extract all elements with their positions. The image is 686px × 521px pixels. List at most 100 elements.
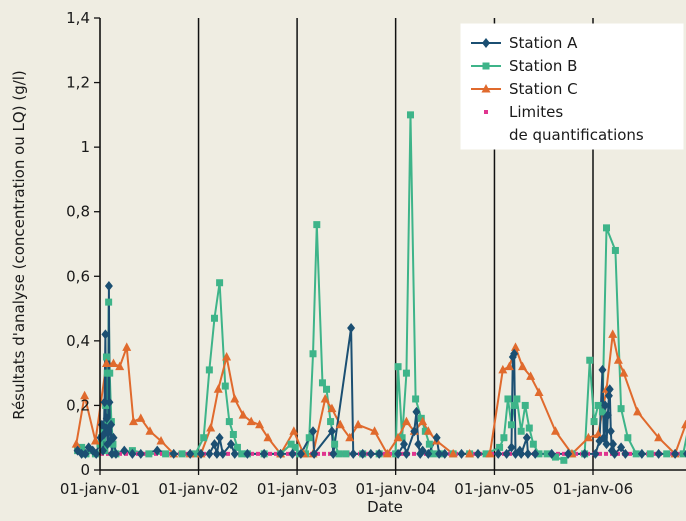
series-station-c-point — [418, 416, 428, 426]
series-station-c-point — [345, 432, 355, 442]
series-limites-point — [286, 451, 290, 456]
series-limites-point — [388, 451, 392, 456]
series-station-a-point — [402, 448, 411, 459]
series-station-b-point — [425, 440, 433, 448]
tick-labels: 01-janv-01 01-janv-02 01-janv-03 01-janv-04… — [60, 9, 633, 498]
x-tick-label: 01-janv-03 — [257, 480, 337, 498]
series-station-a-point — [347, 322, 356, 333]
series-station-a-point — [414, 439, 423, 450]
series-station-c-point — [213, 384, 223, 393]
series-station-b-point — [513, 395, 521, 403]
series-station-b-point — [482, 450, 490, 458]
series-station-c-point — [206, 423, 216, 432]
series-station-c-point — [498, 364, 508, 374]
x-tick-label: 01-janv-06 — [553, 480, 633, 498]
series-limites-point — [124, 451, 128, 456]
series-station-a-point — [682, 450, 686, 458]
series-station-a-point — [547, 448, 556, 459]
series-station-c-point — [448, 448, 458, 458]
series-station-a-point — [604, 390, 613, 401]
series-station-b-point — [551, 453, 559, 461]
legend-entry-limites-marker — [484, 110, 488, 114]
series-station-b-point — [162, 450, 170, 458]
series-station-b-point — [225, 418, 233, 426]
series-station-a-point — [502, 448, 511, 459]
series-station-a-point — [375, 448, 384, 459]
series-station-a-point — [432, 432, 441, 443]
series-station-c-point — [255, 419, 265, 429]
series-station-a-point — [602, 439, 611, 450]
series-limites-point — [250, 451, 254, 456]
series-station-c-point — [156, 435, 166, 445]
legend-entry-limites-label: Limites de quantifications — [509, 103, 644, 144]
series-station-a-point — [230, 448, 239, 459]
series-station-a-point — [591, 448, 600, 459]
series-station-c-point — [518, 361, 528, 371]
series-station-b-point — [586, 356, 594, 364]
series-station-c-point — [128, 416, 138, 426]
series-station-b-point — [323, 385, 331, 393]
series-station-a-point — [598, 364, 607, 375]
series-station-a-point — [92, 448, 101, 459]
series-station-c-point — [320, 393, 330, 403]
series-station-b-point — [679, 450, 686, 458]
series-station-b-point — [624, 434, 632, 442]
series-station-b-point — [560, 456, 568, 464]
series-markers — [71, 111, 686, 464]
series-station-c-point — [90, 435, 100, 445]
series-station-b-point — [412, 395, 420, 403]
series-station-b-point — [617, 405, 625, 413]
y-tick-label: 0,6 — [66, 267, 90, 285]
series-station-a-point — [424, 448, 433, 459]
series-station-b-point — [517, 427, 525, 435]
series-station-a-point — [104, 280, 113, 291]
series-station-c-point — [393, 432, 403, 442]
series-station-a-point — [621, 448, 630, 459]
series-station-a-point — [601, 400, 610, 411]
series-station-c-point — [633, 406, 643, 416]
series-station-a-point — [212, 448, 221, 459]
series-station-c-point — [423, 426, 433, 435]
series-station-a-point — [81, 448, 90, 459]
series-station-c-point — [526, 371, 536, 380]
series-station-a-point — [310, 448, 319, 459]
series-station-b-point — [305, 434, 313, 442]
series-station-b-point — [529, 440, 537, 448]
series-station-a-point — [522, 432, 531, 443]
series-station-a-point — [523, 448, 532, 459]
y-tick-label: 1,2 — [66, 74, 90, 92]
series-station-a-point — [435, 448, 444, 459]
series-station-a-point — [153, 445, 162, 456]
series-station-c-point — [246, 416, 256, 426]
series-station-a-point — [128, 448, 137, 459]
series-station-c-point — [681, 419, 686, 429]
series-station-a-point — [98, 445, 107, 456]
series-station-c-point — [80, 390, 90, 400]
series-station-b-point — [335, 450, 343, 458]
series-limites-point — [184, 451, 188, 456]
series-station-a-point — [564, 448, 573, 459]
series-station-a-point — [517, 448, 526, 459]
series-station-a-point — [205, 448, 214, 459]
series-station-b-point — [221, 382, 229, 390]
x-tick-label: 01-janv-01 — [60, 480, 140, 498]
series-station-b-point — [594, 401, 602, 409]
series-station-c-point — [353, 419, 363, 429]
series-station-c-point — [101, 358, 111, 367]
series-limites-point — [562, 451, 566, 456]
axes — [94, 17, 686, 475]
series-station-a-point — [510, 348, 519, 359]
legend-entry-station-a-marker — [482, 38, 490, 48]
series-station-a-point — [102, 413, 111, 424]
legend-entry-station-b-marker — [482, 62, 490, 70]
series-station-c-point — [465, 448, 475, 458]
legend: Station A Station B Station C Limites de qua… — [460, 23, 684, 150]
series-station-c-point — [222, 352, 232, 361]
series-station-a-point — [606, 426, 615, 437]
series-station-b-point — [590, 418, 598, 426]
series-station-c-point — [145, 426, 155, 435]
series-station-a-point — [457, 448, 466, 459]
series-limites-point — [652, 451, 656, 456]
series-limites-point — [604, 451, 608, 456]
